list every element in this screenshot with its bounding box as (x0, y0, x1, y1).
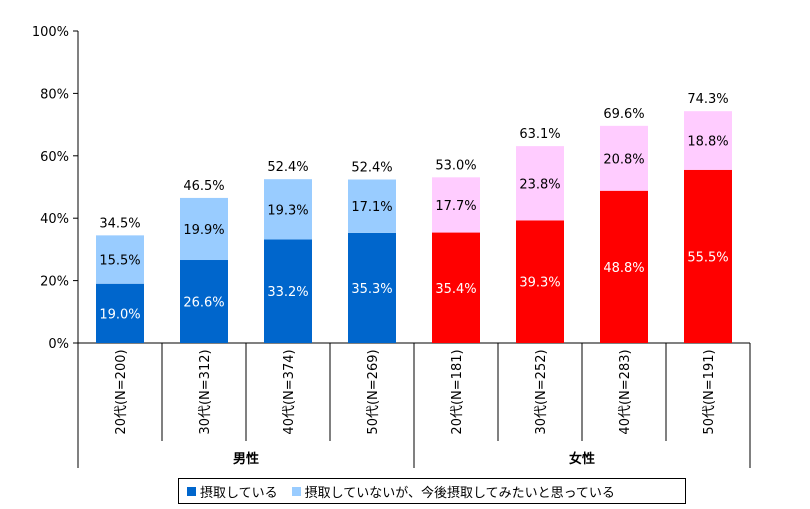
data-label-taking: 39.3% (519, 276, 560, 291)
data-label-taking: 55.5% (687, 250, 728, 265)
y-tick-label: 40% (40, 212, 69, 227)
data-label-want: 19.3% (267, 203, 308, 218)
bar-taking (516, 220, 564, 343)
legend-swatch-taking (187, 486, 196, 496)
bar-want (96, 235, 144, 284)
bar-taking (432, 232, 480, 343)
y-tick-label: 80% (40, 87, 69, 102)
data-label-taking: 33.2% (267, 285, 308, 300)
category-label: 40代(N=283) (618, 349, 633, 434)
data-label-taking: 35.4% (435, 282, 476, 297)
category-label: 40代(N=374) (282, 349, 297, 434)
category-label: 30代(N=312) (198, 349, 213, 434)
bar-want (348, 179, 396, 233)
category-label: 50代(N=191) (702, 349, 717, 434)
y-tick-label: 60% (40, 150, 69, 165)
legend-label-taking: 摂取している (200, 485, 278, 501)
data-label-want: 19.9% (183, 223, 224, 238)
y-tick-label: 100% (32, 25, 69, 40)
legend-swatch-want (291, 486, 301, 496)
category-label: 30代(N=252) (534, 349, 549, 434)
bar-taking (264, 239, 312, 343)
data-label-want: 20.8% (603, 152, 644, 167)
data-label-want: 17.7% (435, 199, 476, 214)
data-label-want: 23.8% (519, 177, 560, 192)
total-label: 52.4% (267, 160, 308, 175)
data-label-taking: 26.6% (183, 296, 224, 311)
bar-taking (180, 260, 228, 343)
total-label: 63.1% (519, 127, 560, 142)
bar-taking (96, 283, 144, 343)
category-label: 20代(N=200) (114, 349, 129, 434)
data-label-want: 17.1% (351, 200, 392, 215)
data-label-taking: 19.0% (99, 307, 140, 322)
legend-item-want: 摂取していないが、今後摂取してみたいと思っている (291, 482, 615, 501)
bar-taking (684, 169, 732, 343)
total-label: 53.0% (435, 158, 476, 173)
category-label: 20代(N=181) (450, 349, 465, 434)
bar-want (432, 177, 480, 233)
legend-label-want: 摂取していないが、今後摂取してみたいと思っている (304, 485, 615, 501)
total-label: 74.3% (687, 92, 728, 107)
bar-taking (348, 232, 396, 343)
group-label: 女性 (569, 451, 595, 467)
legend: 摂取している 摂取していないが、今後摂取してみたいと思っている (178, 478, 686, 504)
group-label: 男性 (233, 451, 259, 467)
data-label-want: 15.5% (99, 254, 140, 269)
total-label: 52.4% (351, 161, 392, 176)
bar-taking (600, 190, 648, 343)
data-label-taking: 48.8% (603, 261, 644, 276)
y-tick-label: 0% (48, 337, 69, 352)
data-label-want: 18.8% (687, 135, 728, 150)
total-label: 34.5% (99, 216, 140, 231)
category-label: 50代(N=269) (366, 349, 381, 434)
bar-want (264, 179, 312, 240)
total-label: 46.5% (183, 179, 224, 194)
total-label: 69.6% (603, 107, 644, 122)
legend-item-taking: 摂取している (187, 482, 278, 501)
data-label-taking: 35.3% (351, 282, 392, 297)
bar-want (516, 146, 564, 221)
bar-want (600, 125, 648, 191)
bar-want (684, 111, 732, 170)
bar-want (180, 197, 228, 261)
y-tick-label: 20% (40, 275, 69, 290)
